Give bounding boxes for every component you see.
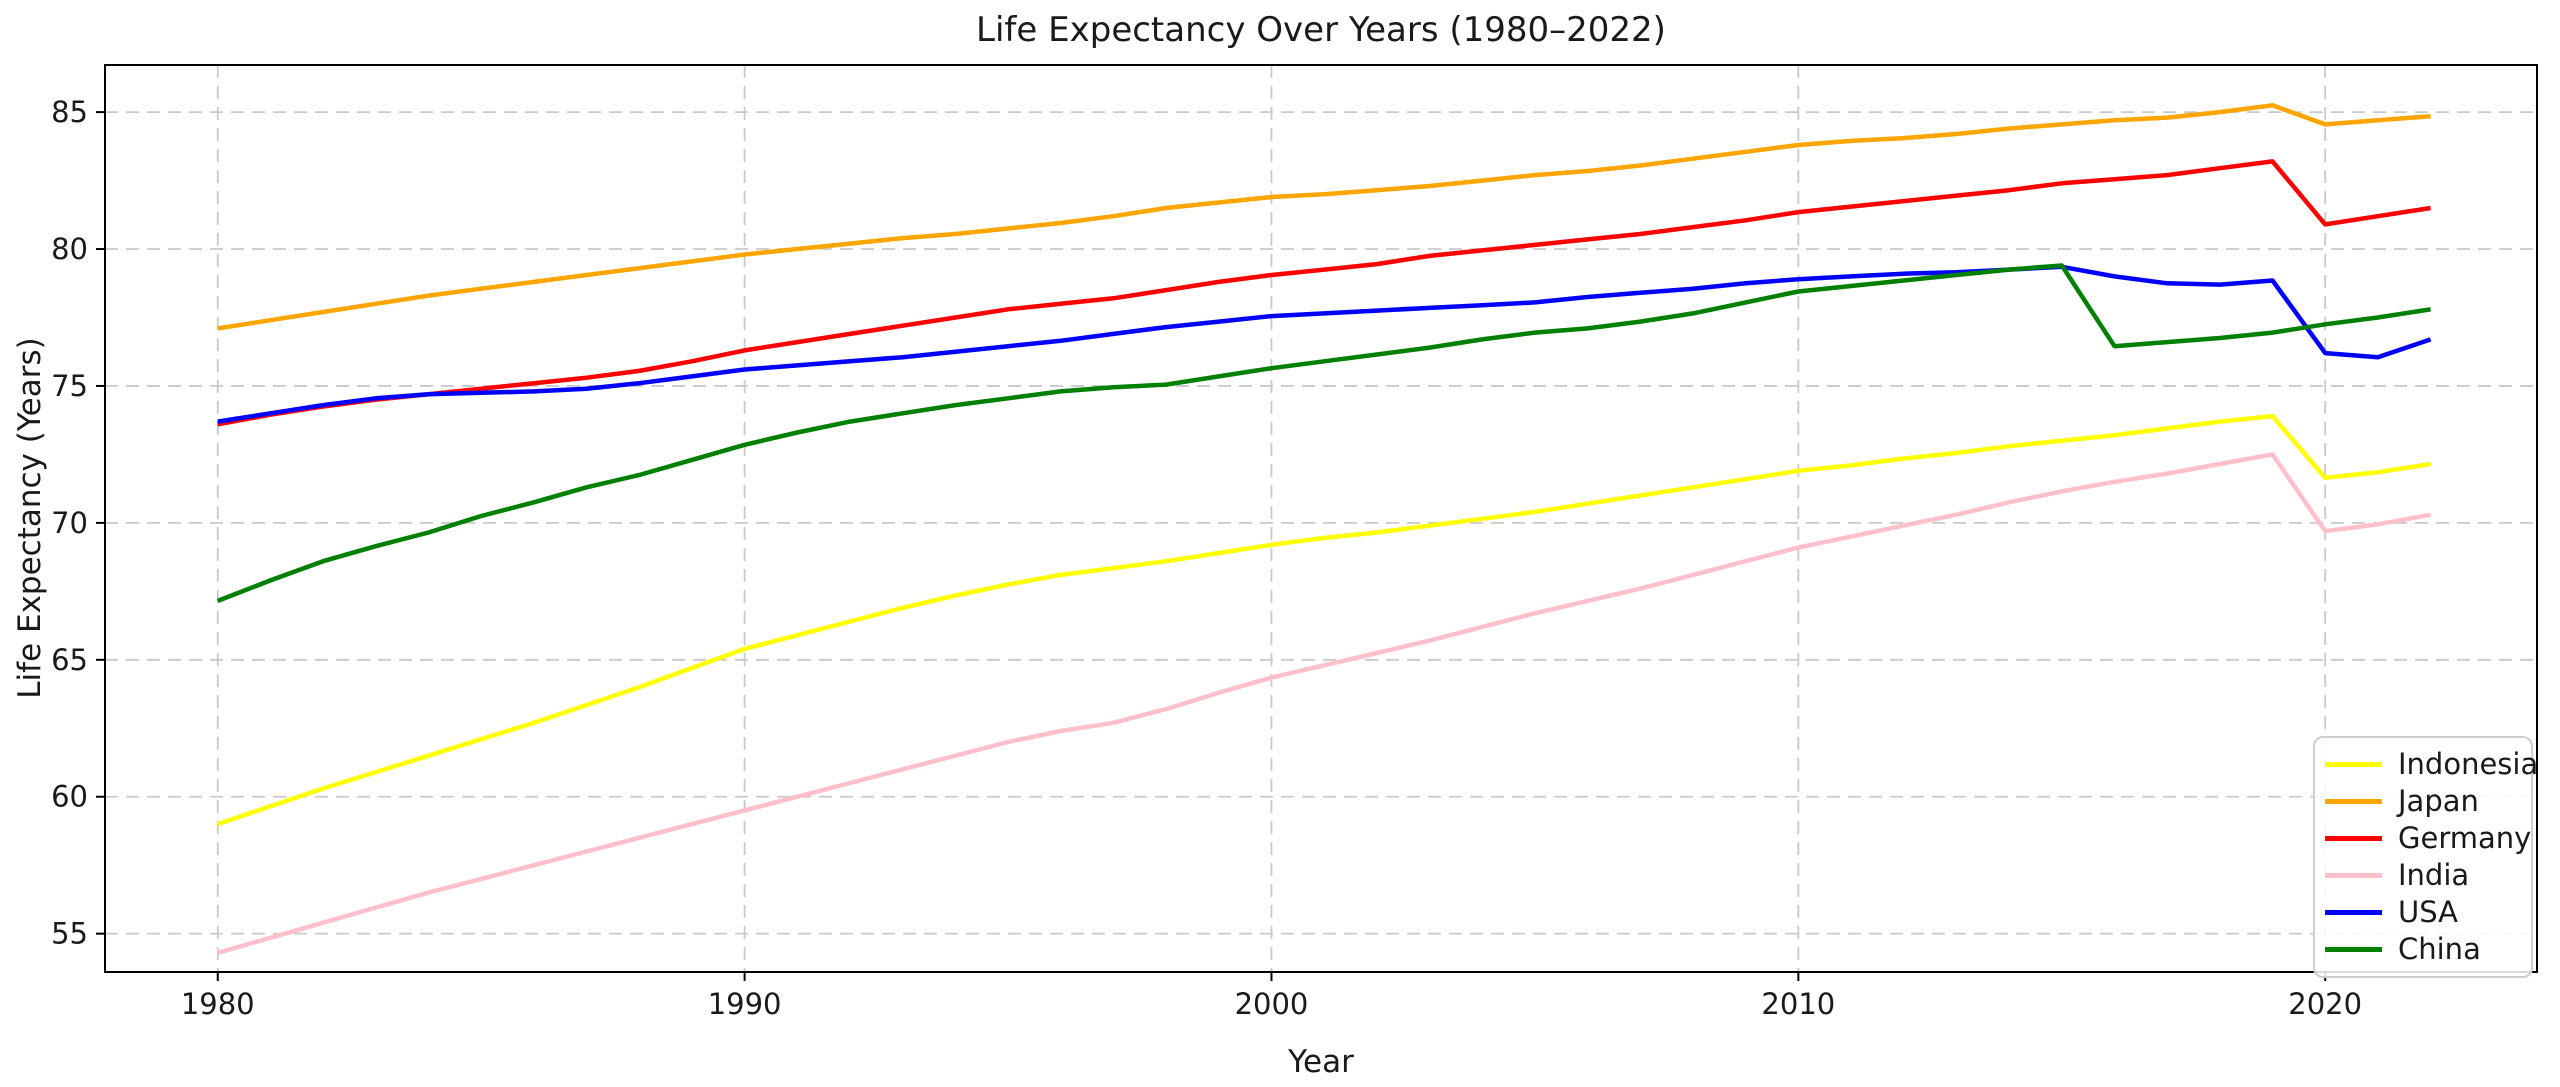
x-tick-label: 2020 — [2288, 987, 2362, 1021]
tick-labels: 1980 1990 2000 2010 2020 55 60 65 70 75 80 85 — [51, 95, 2362, 1021]
x-tick-label: 2010 — [1761, 987, 1835, 1021]
series-line-germany — [217, 159, 2431, 427]
legend-swatch-indonesia — [2325, 762, 2382, 767]
legend-swatch-usa — [2325, 910, 2382, 915]
y-tick-label: 80 — [51, 232, 88, 266]
legend-label: India — [2398, 858, 2470, 892]
legend-label: Japan — [2398, 784, 2479, 818]
series-line-china — [216, 263, 2431, 603]
legend-swatch-japan — [2325, 799, 2382, 804]
series-line-usa — [217, 264, 2432, 424]
legend-item-usa: USA — [2325, 896, 2531, 930]
axis-ticks — [96, 111, 2327, 981]
x-tick-label: 1980 — [181, 987, 255, 1021]
legend-item-india: India — [2325, 859, 2531, 893]
chart-title: Life Expectancy Over Years (1980–2022) — [976, 10, 1666, 50]
y-axis-label: Life Expectancy (Years) — [12, 337, 48, 699]
y-tick-label: 60 — [51, 780, 88, 814]
series-lines — [216, 103, 2432, 955]
legend: Indonesia Japan Germany India USA China — [2313, 736, 2538, 978]
legend-item-germany: Germany — [2325, 822, 2531, 856]
series-line-japan — [217, 103, 2431, 331]
series-line-indonesia — [216, 413, 2431, 827]
x-axis-label: Year — [1288, 1044, 1354, 1080]
legend-swatch-germany — [2325, 836, 2382, 841]
x-tick-label: 1990 — [708, 987, 782, 1021]
legend-label: China — [2398, 932, 2481, 966]
axes-frame — [104, 64, 2538, 973]
legend-label: Germany — [2398, 821, 2532, 855]
legend-label: Indonesia — [2398, 747, 2539, 781]
legend-swatch-india — [2325, 873, 2382, 878]
y-tick-label: 75 — [51, 369, 88, 403]
y-tick-label: 70 — [51, 506, 88, 540]
legend-swatch-china — [2325, 947, 2382, 952]
legend-label: USA — [2398, 895, 2459, 929]
y-tick-label: 65 — [51, 643, 88, 677]
y-tick-label: 55 — [51, 917, 88, 951]
legend-item-indonesia: Indonesia — [2325, 748, 2538, 782]
x-tick-label: 2000 — [1235, 987, 1309, 1021]
legend-item-japan: Japan — [2325, 785, 2531, 819]
legend-item-china: China — [2325, 933, 2531, 967]
y-tick-label: 85 — [51, 95, 88, 129]
series-line-india — [217, 452, 2432, 955]
